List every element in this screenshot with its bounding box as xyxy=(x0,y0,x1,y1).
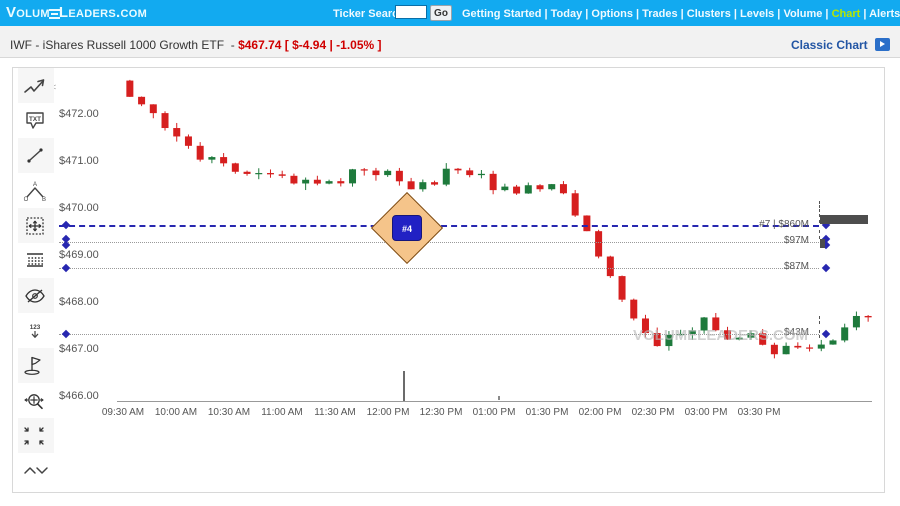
svg-text:123: 123 xyxy=(30,324,41,331)
svg-text:O: O xyxy=(24,197,29,202)
svg-text:B: B xyxy=(42,197,46,202)
svg-text:A: A xyxy=(33,182,37,188)
svg-text:TXT: TXT xyxy=(29,116,41,123)
